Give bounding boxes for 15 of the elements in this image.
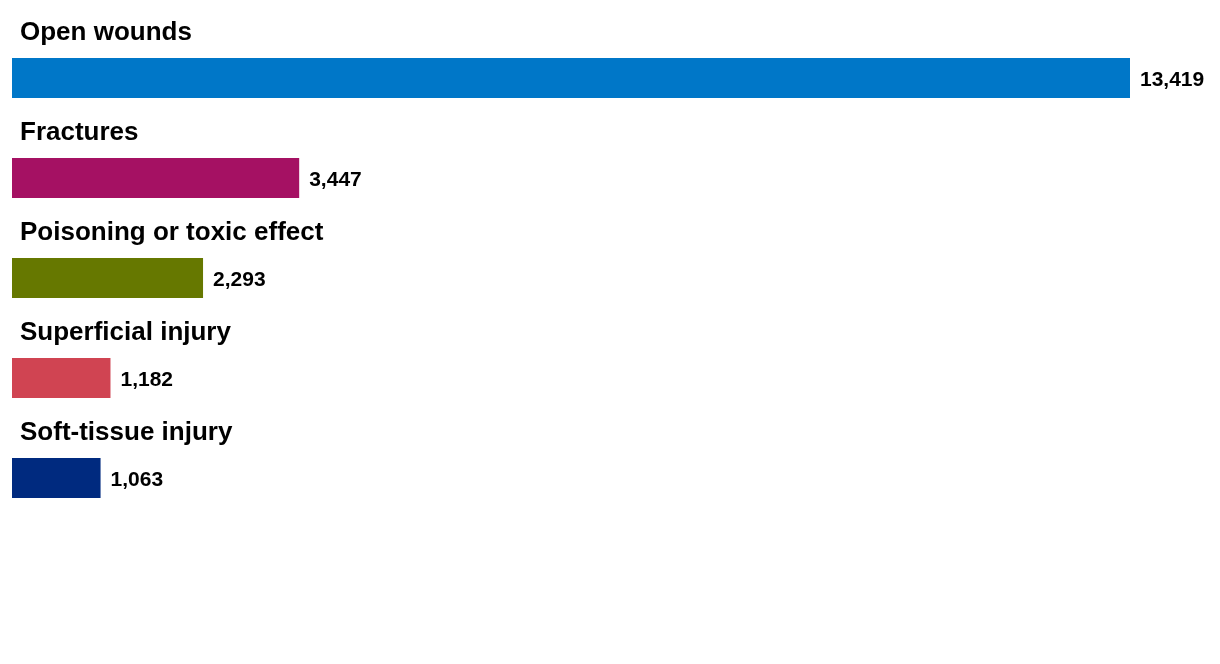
data-label: 3,447 xyxy=(309,166,362,190)
y-tick-label: Fractures xyxy=(20,116,139,146)
y-tick-label: Soft-tissue injury xyxy=(20,416,233,446)
data-label: 2,293 xyxy=(213,266,266,290)
y-tick-label: Superficial injury xyxy=(20,316,232,346)
bar xyxy=(12,58,1130,98)
data-label: 1,182 xyxy=(120,366,174,390)
y-tick-label: Open wounds xyxy=(20,16,192,46)
bar xyxy=(12,158,300,198)
data-label: 13,419 xyxy=(1140,66,1205,90)
bar xyxy=(12,458,101,498)
data-label: 1,063 xyxy=(110,466,164,490)
y-tick-label: Poisoning or toxic effect xyxy=(20,216,324,246)
bar xyxy=(12,358,111,398)
bar xyxy=(12,258,204,298)
